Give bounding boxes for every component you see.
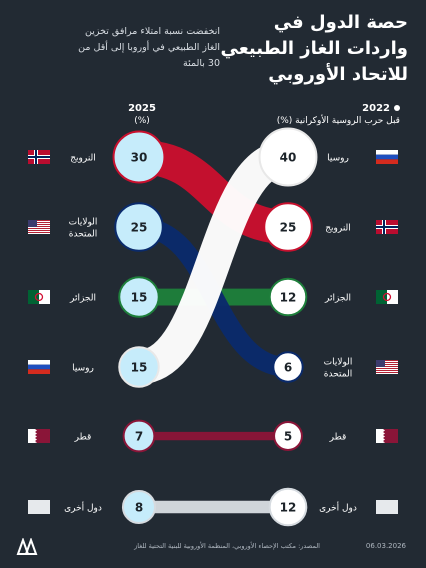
chart-title: حصة الدول في واردات الغاز الطبيعي للاتحا… bbox=[220, 12, 409, 85]
algeria-flag-icon-2025 bbox=[28, 290, 50, 304]
value-2025-3-marker bbox=[118, 346, 160, 388]
country-label-2025-5: دول أخرى bbox=[64, 502, 102, 514]
footer-source: المصدر: مكتب الإحصاء الأوروبي، المنظمة ا… bbox=[134, 542, 320, 550]
value-2025-0-marker bbox=[112, 130, 166, 184]
value-2022-2-marker bbox=[268, 277, 308, 317]
country-label-2022-5: دول أخرى bbox=[319, 502, 357, 514]
value-2022-4-marker bbox=[273, 421, 303, 451]
value-2022-1-marker bbox=[263, 202, 313, 252]
usa-flag-icon-2025 bbox=[28, 220, 50, 234]
value-2022-0-value-label: 40 bbox=[280, 151, 297, 165]
russia-flag-icon-2025 bbox=[28, 360, 50, 374]
column-note-2022: قبل حرب الروسية الأوكرانية (%) bbox=[276, 116, 400, 126]
country-label-2022-0: روسيا bbox=[327, 154, 349, 164]
value-2025-5-marker bbox=[121, 489, 157, 525]
value-2025-4-marker bbox=[122, 419, 156, 453]
country-label-2022-1: النرويج bbox=[325, 224, 351, 234]
value-2025-4-value-label: 7 bbox=[135, 430, 143, 444]
value-2022-3-marker bbox=[272, 351, 304, 383]
column-year-2025: 2025 bbox=[128, 103, 156, 114]
column-note-2025: (%) bbox=[134, 116, 150, 126]
column-header-2025: 2025 (%) bbox=[128, 103, 156, 127]
value-2025-1-marker bbox=[114, 202, 164, 252]
flow-bands bbox=[136, 139, 291, 514]
value-2025-5-value-label: 8 bbox=[135, 501, 143, 515]
usa-flag-icon-2022 bbox=[376, 360, 398, 374]
country-label-2022-3: الولايات المتحدة bbox=[324, 358, 353, 380]
bullet-icon bbox=[394, 105, 400, 111]
norway-flag-icon-2022 bbox=[376, 220, 398, 234]
russia-flag-icon-2022 bbox=[376, 150, 398, 164]
value-2025-0-value-label: 30 bbox=[131, 151, 148, 165]
value-2022-2-value-label: 12 bbox=[280, 291, 297, 305]
footer-date: 06.03.2026 bbox=[365, 542, 406, 550]
country-label-2025-1: الولايات المتحدة bbox=[69, 218, 98, 240]
column-year-2022: 2022 bbox=[362, 103, 390, 114]
country-label-2022-2: الجزائر bbox=[324, 294, 351, 304]
country-label-2025-3: روسيا bbox=[72, 364, 94, 374]
norway-flag-icon-2025 bbox=[28, 150, 50, 164]
value-2025-2-value-label: 15 bbox=[131, 291, 148, 305]
country-label-2025-0: النرويج bbox=[70, 154, 96, 164]
qatar-flag-icon-2025 bbox=[28, 429, 50, 443]
column-header-2022: 2022 قبل حرب الروسية الأوكرانية (%) bbox=[245, 103, 400, 127]
country-label-2025-2: الجزائر bbox=[69, 294, 96, 304]
value-2022-5-value-label: 12 bbox=[280, 501, 297, 515]
country-label-2025-4: قطر bbox=[74, 433, 92, 443]
value-2022-3-value-label: 6 bbox=[284, 361, 292, 375]
algeria-flag-icon-2022 bbox=[376, 290, 398, 304]
chart-subtitle: انخفضت نسبة امتلاء مرافق تخزين الغاز الط… bbox=[78, 26, 220, 69]
value-2022-4-value-label: 5 bbox=[284, 430, 292, 444]
country-label-2022-4: قطر bbox=[329, 433, 347, 443]
value-2022-5-marker bbox=[268, 487, 308, 527]
value-2025-1-value-label: 25 bbox=[131, 221, 148, 235]
value-2025-3-value-label: 15 bbox=[131, 361, 148, 375]
qatar-flag-icon-2022 bbox=[376, 429, 398, 443]
value-2022-0-marker bbox=[258, 127, 318, 187]
agency-logo-icon bbox=[16, 538, 38, 555]
other-flag-icon-2025 bbox=[28, 500, 50, 514]
value-2025-2-marker bbox=[118, 276, 160, 318]
other-flag-icon-2022 bbox=[376, 500, 398, 514]
value-2022-1-value-label: 25 bbox=[280, 221, 297, 235]
